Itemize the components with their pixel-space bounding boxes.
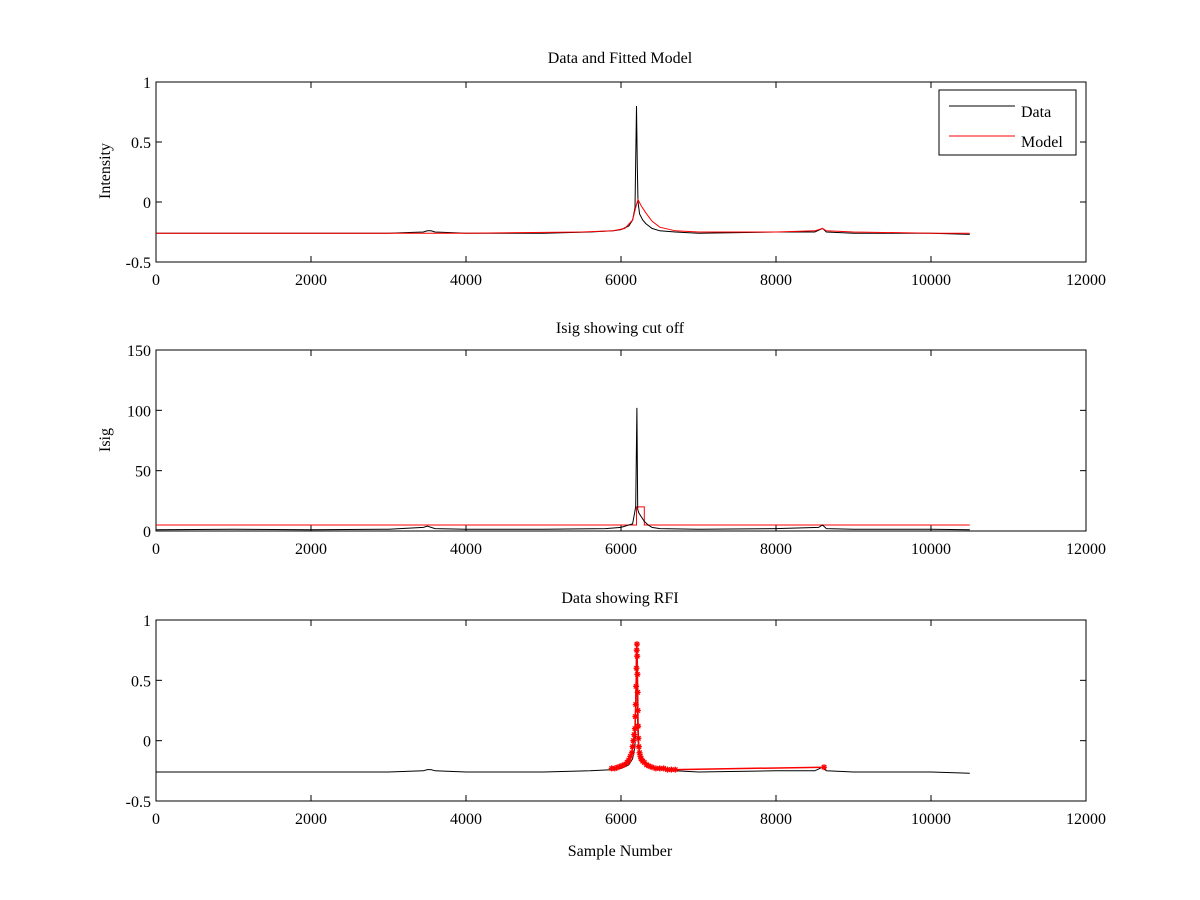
rfi-marker — [634, 653, 641, 660]
series-line-0 — [156, 506, 970, 526]
rfi-marker — [641, 759, 648, 766]
x-tick-label: 12000 — [1066, 272, 1106, 289]
rfi-marker — [633, 665, 640, 672]
y-tick-label: 100 — [127, 403, 151, 420]
rfi-marker — [629, 743, 636, 750]
rfi-marker — [635, 743, 642, 750]
x-tick-label: 4000 — [450, 811, 482, 828]
rfi-marker — [821, 764, 828, 771]
rfi-marker — [614, 764, 621, 771]
rfi-marker — [627, 753, 634, 760]
rfi-marker — [634, 671, 641, 678]
rfi-marker — [632, 701, 639, 708]
y-tick-label: 1 — [143, 613, 151, 630]
rfi-marker — [652, 765, 659, 772]
x-tick-label: 10000 — [911, 811, 951, 828]
rfi-marker — [635, 735, 642, 742]
rfi-marker — [635, 723, 642, 730]
rfi-marker — [625, 756, 632, 763]
rfi-marker — [633, 647, 640, 654]
x-tick-label: 6000 — [605, 272, 637, 289]
y-axis-label: Intensity — [97, 143, 114, 199]
x-tick-label: 6000 — [605, 811, 637, 828]
rfi-marker — [621, 761, 628, 768]
legend-box — [938, 89, 1077, 156]
y-tick-label: -0.5 — [126, 794, 151, 811]
y-tick-label: 50 — [135, 464, 151, 481]
rfi-marker — [645, 763, 652, 770]
series-line-0 — [156, 644, 970, 774]
panel-isig-cutoff: Isig showing cut off Isig 0 2000 4000 6000 8… — [97, 320, 1106, 558]
rfi-marker — [631, 725, 638, 732]
x-tick-label: 2000 — [295, 811, 327, 828]
series-line-data — [156, 105, 970, 235]
y-tick-label: 0 — [143, 195, 151, 212]
x-tick-label: 8000 — [760, 272, 792, 289]
x-tick-label: 4000 — [450, 541, 482, 558]
rfi-marker — [633, 641, 640, 648]
x-tick-label: 0 — [152, 811, 160, 828]
panel-data-rfi: Data showing RFI 0 2000 4000 6000 8000 10000 1… — [126, 590, 1106, 860]
x-tick-label: 12000 — [1066, 811, 1106, 828]
y-tick-label: 0 — [143, 734, 151, 751]
panel-title: Data showing RFI — [561, 590, 678, 607]
legend-label-model: Model — [1021, 134, 1063, 151]
rfi-marker — [611, 765, 618, 772]
y-tick-label: 1 — [143, 75, 151, 92]
rfi-marker — [618, 763, 624, 770]
legend: Data Model — [938, 89, 1077, 156]
y-tick-label: 0.5 — [131, 135, 151, 152]
rfi-marker — [631, 731, 638, 738]
x-tick-label: 0 — [152, 541, 160, 558]
x-tick-label: 8000 — [760, 541, 792, 558]
rfi-marker — [634, 689, 641, 696]
x-tick-label: 10000 — [911, 541, 951, 558]
series-line-rfi — [611, 644, 825, 771]
rfi-marker — [637, 753, 644, 760]
y-tick-label: 150 — [127, 343, 151, 360]
x-tick-label: 2000 — [295, 541, 327, 558]
rfi-marker — [633, 683, 640, 690]
x-tick-label: 6000 — [605, 541, 637, 558]
x-tick-label: 12000 — [1066, 541, 1106, 558]
legend-label-data: Data — [1021, 104, 1051, 121]
series-line-1 — [155, 407, 970, 531]
x-axis-label: Sample Number — [568, 843, 673, 860]
rfi-marker — [632, 713, 639, 720]
plot-area — [155, 349, 1087, 532]
x-tick-label: 8000 — [760, 811, 792, 828]
rfi-marker — [656, 765, 663, 772]
rfi-marker — [664, 766, 671, 773]
rfi-marker — [630, 737, 637, 744]
x-tick-label: 4000 — [450, 272, 482, 289]
rfi-marker — [668, 766, 675, 773]
rfi-marker — [660, 765, 667, 772]
plot-area — [155, 619, 1087, 802]
x-tick-label: 10000 — [911, 272, 951, 289]
rfi-marker — [643, 761, 650, 768]
rfi-marker — [649, 764, 655, 771]
y-axis-label: Isig — [97, 428, 114, 452]
x-tick-label: 0 — [152, 272, 160, 289]
series-line-model — [156, 198, 970, 234]
panel-title: Isig showing cut off — [556, 320, 685, 337]
panel-title: Data and Fitted Model — [548, 50, 693, 67]
rfi-marker — [672, 766, 679, 773]
y-tick-label: -0.5 — [126, 255, 151, 272]
rfi-marker — [628, 749, 635, 756]
rfi-marker — [634, 707, 641, 714]
rfi-marker — [636, 749, 643, 756]
y-tick-label: 0.5 — [131, 673, 151, 690]
x-tick-label: 2000 — [295, 272, 327, 289]
rfi-marker — [608, 765, 615, 772]
panel-data-fitted-model: Data and Fitted Model Intensity 0 2000 400… — [97, 50, 1106, 289]
y-tick-label: 0 — [143, 524, 151, 541]
